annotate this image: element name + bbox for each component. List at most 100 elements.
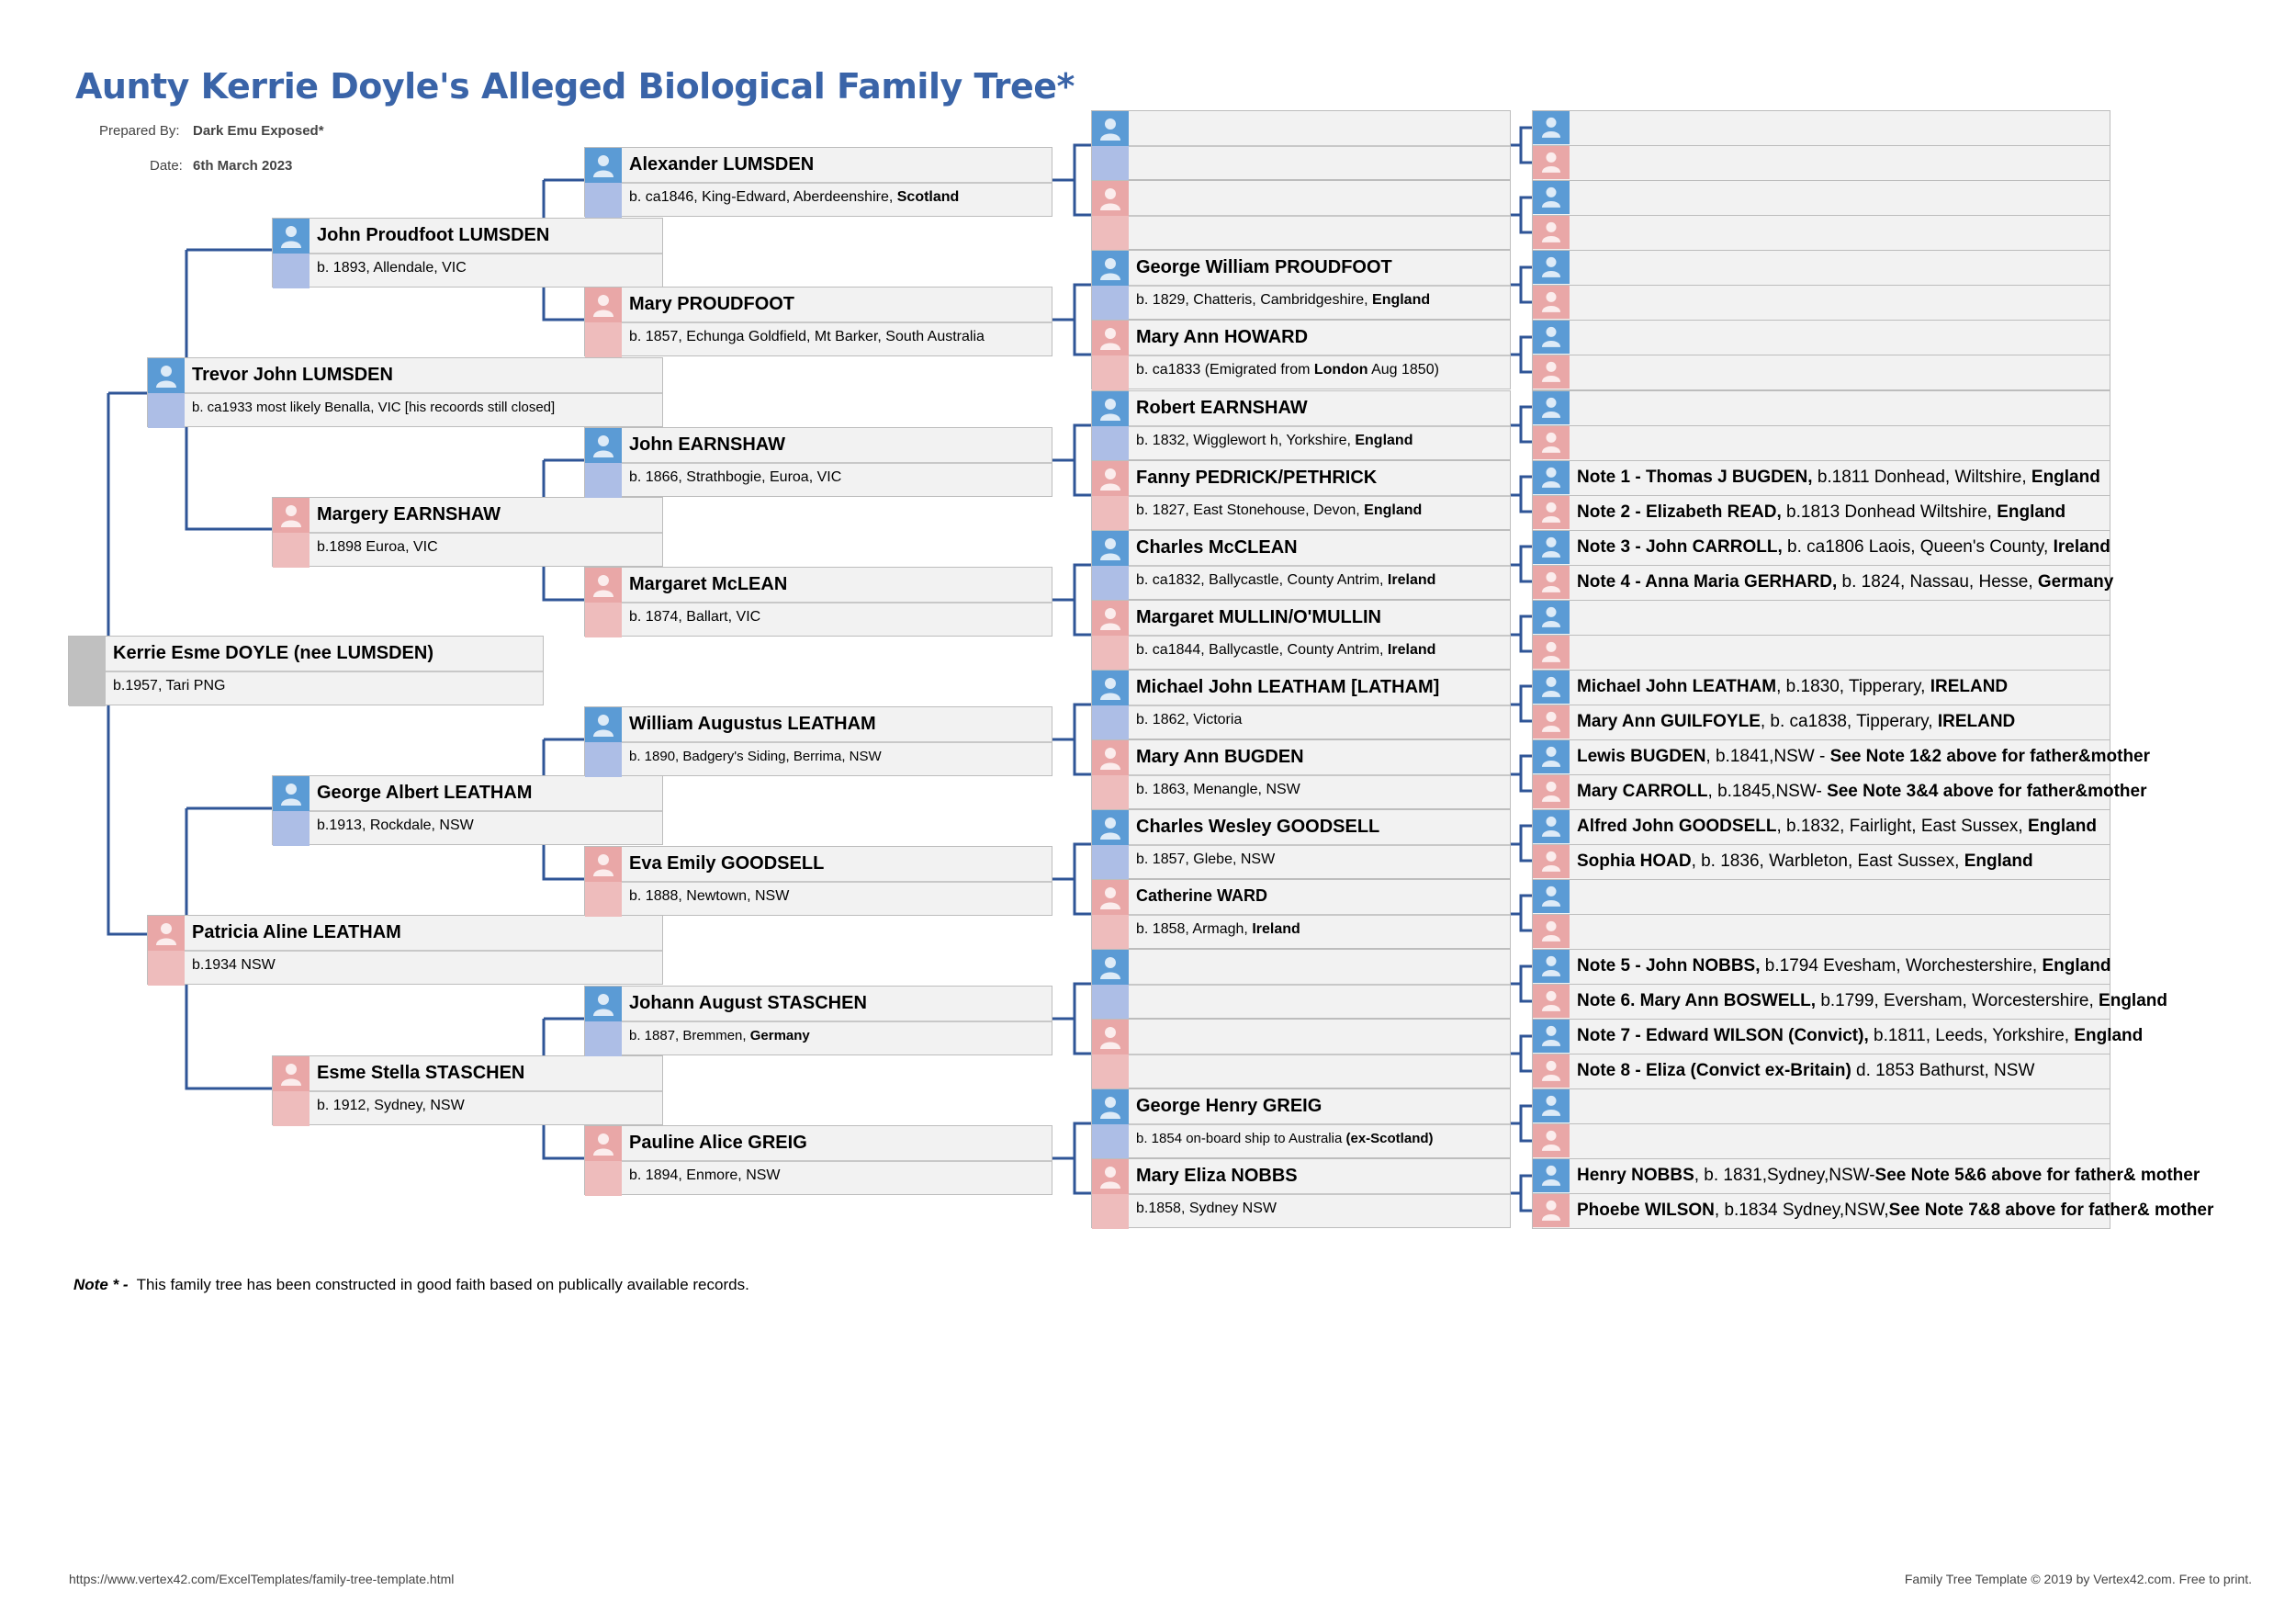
gen6-cell[interactable] bbox=[1532, 320, 2110, 355]
gen6-cell[interactable] bbox=[1532, 1088, 2110, 1124]
person-name: Patricia Aline LEATHAM bbox=[192, 922, 401, 942]
person-patricia[interactable]: Patricia Aline LEATHAM b.1934 NSW bbox=[147, 915, 663, 986]
ancestor-note: Note 2 - Elizabeth READ, b.1813 Donhead … bbox=[1577, 502, 2066, 522]
person-empty-3[interactable] bbox=[1091, 949, 1511, 1020]
gen6-cell-michael[interactable]: Michael John LEATHAM, b.1830, Tipperary,… bbox=[1532, 670, 2110, 705]
person-name: Pauline Alice GREIG bbox=[629, 1133, 807, 1153]
person-charles-wesley[interactable]: Charles Wesley GOODSELL b. 1857, Glebe, … bbox=[1091, 809, 1511, 880]
person-john-earnshaw[interactable]: John EARNSHAW b. 1866, Strathbogie, Euro… bbox=[584, 427, 1052, 498]
date-value: 6th March 2023 bbox=[193, 158, 293, 174]
female-person-icon bbox=[1533, 636, 1570, 669]
person-margery[interactable]: Margery EARNSHAW b.1898 Euroa, VIC bbox=[272, 497, 663, 568]
female-person-icon bbox=[1533, 146, 1570, 179]
person-charles-mcclean[interactable]: Charles McCLEAN b. ca1832, Ballycastle, … bbox=[1091, 530, 1511, 601]
ancestor-note: Lewis BUGDEN, b.1841,NSW - See Note 1&2 … bbox=[1577, 747, 2151, 766]
person-birth: b. 1894, Enmore, NSW bbox=[629, 1167, 781, 1183]
female-person-icon bbox=[1533, 915, 1570, 948]
person-mary-ann-bugden[interactable]: Mary Ann BUGDEN b. 1863, Menangle, NSW bbox=[1091, 739, 1511, 810]
person-alexander[interactable]: Alexander LUMSDEN b. ca1846, King-Edward… bbox=[584, 147, 1052, 218]
gen6-cell[interactable] bbox=[1532, 110, 2110, 146]
male-person-icon bbox=[585, 428, 622, 498]
person-george-william[interactable]: George William PROUDFOOT b. 1829, Chatte… bbox=[1091, 250, 1511, 321]
gen6-cell-henry[interactable]: Henry NOBBS, b. 1831,Sydney,NSW-See Note… bbox=[1532, 1158, 2200, 1194]
person-birth: b. 1866, Strathbogie, Euroa, VIC bbox=[629, 469, 842, 485]
gen6-cell-guilfoyle[interactable]: Mary Ann GUILFOYLE, b. ca1838, Tipperary… bbox=[1532, 705, 2110, 740]
person-mary-ann-howard[interactable]: Mary Ann HOWARD b. ca1833 (Emigrated fro… bbox=[1091, 320, 1511, 390]
person-william[interactable]: William Augustus LEATHAM b. 1890, Badger… bbox=[584, 706, 1052, 777]
box-divider bbox=[1129, 635, 1510, 637]
person-catherine[interactable]: Catherine WARD b. 1858, Armagh, Ireland bbox=[1091, 879, 1511, 950]
gen6-cell[interactable] bbox=[1532, 425, 2110, 461]
box-divider bbox=[1129, 774, 1510, 776]
gen6-cell-note3[interactable]: Note 3 - John CARROLL, b. ca1806 Laois, … bbox=[1532, 530, 2110, 566]
person-birth: b. 1827, East Stonehouse, Devon, England bbox=[1136, 502, 1423, 518]
person-mary-eliza[interactable]: Mary Eliza NOBBS b.1858, Sydney NSW bbox=[1091, 1158, 1511, 1229]
person-trevor[interactable]: Trevor John LUMSDEN b. ca1933 most likel… bbox=[147, 357, 663, 428]
gen6-cell[interactable] bbox=[1532, 600, 2110, 636]
gen6-cell[interactable] bbox=[1532, 250, 2110, 286]
box-divider bbox=[1129, 215, 1510, 217]
gen6-cell-note4[interactable]: Note 4 - Anna Maria GERHARD, b. 1824, Na… bbox=[1532, 565, 2113, 601]
female-person-icon bbox=[148, 916, 185, 986]
gen6-cell-lewis[interactable]: Lewis BUGDEN, b.1841,NSW - See Note 1&2 … bbox=[1532, 739, 2150, 775]
gen6-cell[interactable] bbox=[1532, 355, 2110, 390]
gen6-cell-note1[interactable]: Note 1 - Thomas J BUGDEN, b.1811 Donhead… bbox=[1532, 460, 2110, 496]
male-person-icon bbox=[1533, 950, 1570, 983]
box-divider bbox=[1129, 914, 1510, 916]
gen6-cell[interactable] bbox=[1532, 285, 2110, 321]
male-person-icon bbox=[1533, 111, 1570, 144]
box-divider bbox=[1129, 705, 1510, 706]
gen6-cell[interactable] bbox=[1532, 215, 2110, 251]
male-person-icon bbox=[1533, 1020, 1570, 1053]
person-empty-4[interactable] bbox=[1091, 1019, 1511, 1089]
gen6-cell-note5[interactable]: Note 5 - John NOBBS, b.1794 Evesham, Wor… bbox=[1532, 949, 2110, 985]
person-empty-2[interactable] bbox=[1091, 180, 1511, 251]
female-person-icon bbox=[1533, 496, 1570, 529]
person-pauline[interactable]: Pauline Alice GREIG b. 1894, Enmore, NSW bbox=[584, 1125, 1052, 1196]
source-url[interactable]: https://www.vertex42.com/ExcelTemplates/… bbox=[69, 1572, 455, 1586]
gen6-cell[interactable] bbox=[1532, 390, 2110, 426]
gen6-cell-alfred[interactable]: Alfred John GOODSELL, b.1832, Fairlight,… bbox=[1532, 809, 2110, 845]
person-name: George Henry GREIG bbox=[1136, 1096, 1322, 1116]
person-margaret-mullin[interactable]: Margaret MULLIN/O'MULLIN b. ca1844, Ball… bbox=[1091, 600, 1511, 671]
ancestor-note: Alfred John GOODSELL, b.1832, Fairlight,… bbox=[1577, 817, 2097, 836]
copyright: Family Tree Template © 2019 by Vertex42.… bbox=[1904, 1572, 2252, 1586]
person-kerrie[interactable]: Kerrie Esme DOYLE (nee LUMSDEN) b.1957, … bbox=[68, 636, 544, 706]
person-birth: b. 1890, Badgery's Siding, Berrima, NSW bbox=[629, 749, 882, 764]
person-name: Mary Ann HOWARD bbox=[1136, 327, 1309, 347]
female-person-icon bbox=[1092, 321, 1129, 390]
person-eva[interactable]: Eva Emily GOODSELL b. 1888, Newtown, NSW bbox=[584, 846, 1052, 917]
person-esme[interactable]: Esme Stella STASCHEN b. 1912, Sydney, NS… bbox=[272, 1055, 663, 1126]
person-mary-proudfoot[interactable]: Mary PROUDFOOT b. 1857, Echunga Goldfiel… bbox=[584, 287, 1052, 357]
gen6-cell-note8[interactable]: Note 8 - Eliza (Convict ex-Britain) d. 1… bbox=[1532, 1054, 2110, 1089]
gen6-cell-note2[interactable]: Note 2 - Elizabeth READ, b.1813 Donhead … bbox=[1532, 495, 2110, 531]
gen6-cell[interactable] bbox=[1532, 914, 2110, 950]
gen6-cell[interactable] bbox=[1532, 879, 2110, 915]
ancestor-note: Sophia HOAD, b. 1836, Warbleton, East Su… bbox=[1577, 851, 2033, 871]
person-robert[interactable]: Robert EARNSHAW b. 1832, Wigglewort h, Y… bbox=[1091, 390, 1511, 461]
gen6-cell[interactable] bbox=[1532, 180, 2110, 216]
gen6-cell-note6[interactable]: Note 6. Mary Ann BOSWELL, b.1799, Eversh… bbox=[1532, 984, 2167, 1020]
person-michael-john[interactable]: Michael John LEATHAM [LATHAM] b. 1862, V… bbox=[1091, 670, 1511, 740]
gen6-cell[interactable] bbox=[1532, 145, 2110, 181]
gen6-cell[interactable] bbox=[1532, 1123, 2110, 1159]
person-fanny[interactable]: Fanny PEDRICK/PETHRICK b. 1827, East Sto… bbox=[1091, 460, 1511, 531]
person-george-henry[interactable]: George Henry GREIG b. 1854 on-board ship… bbox=[1091, 1088, 1511, 1159]
male-person-icon bbox=[1533, 251, 1570, 284]
box-divider bbox=[310, 532, 662, 534]
female-person-icon bbox=[1533, 1124, 1570, 1157]
person-empty-1[interactable] bbox=[1091, 110, 1511, 181]
gen6-cell-note7[interactable]: Note 7 - Edward WILSON (Convict), b.1811… bbox=[1532, 1019, 2143, 1054]
gen6-cell-carroll[interactable]: Mary CARROLL, b.1845,NSW- See Note 3&4 a… bbox=[1532, 774, 2146, 810]
male-person-icon bbox=[1533, 601, 1570, 634]
person-margaret-mclean[interactable]: Margaret McLEAN b. 1874, Ballart, VIC bbox=[584, 567, 1052, 637]
male-person-icon bbox=[1092, 531, 1129, 601]
gen6-cell-sophia[interactable]: Sophia HOAD, b. 1836, Warbleton, East Su… bbox=[1532, 844, 2110, 880]
person-george-albert[interactable]: George Albert LEATHAM b.1913, Rockdale, … bbox=[272, 775, 663, 846]
gen6-cell[interactable] bbox=[1532, 635, 2110, 671]
male-person-icon bbox=[1533, 391, 1570, 424]
gen6-cell-phoebe[interactable]: Phoebe WILSON, b.1834 Sydney,NSW,See Not… bbox=[1532, 1193, 2213, 1229]
person-john-proudfoot[interactable]: John Proudfoot LUMSDEN b. 1893, Allendal… bbox=[272, 218, 663, 288]
male-person-icon bbox=[585, 707, 622, 777]
person-johann[interactable]: Johann August STASCHEN b. 1887, Bremmen,… bbox=[584, 986, 1052, 1056]
